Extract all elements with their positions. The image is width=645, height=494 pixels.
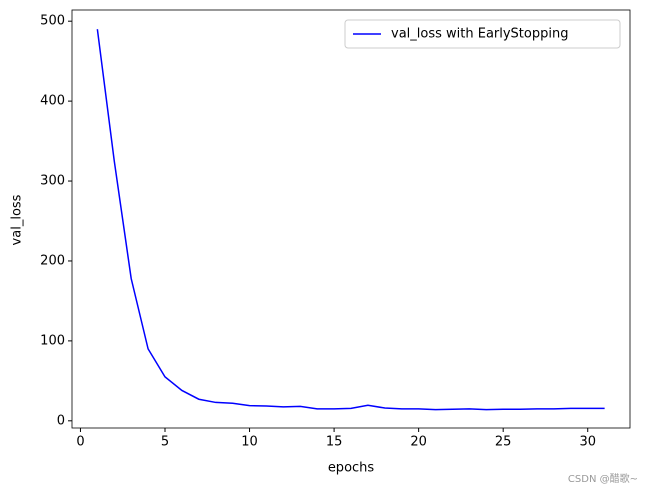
- x-tick-label: 5: [161, 435, 169, 450]
- y-tick-label: 200: [40, 253, 65, 268]
- x-tick-label: 0: [76, 435, 84, 450]
- watermark: CSDN @醋歌~: [568, 472, 638, 485]
- x-tick-label: 20: [410, 435, 427, 450]
- x-tick-label: 30: [579, 435, 596, 450]
- data-line: [96, 29, 605, 411]
- legend-box: [344, 19, 621, 49]
- y-tick-label: 500: [40, 14, 65, 29]
- y-tick-label: 300: [40, 174, 65, 189]
- y-tick-label: 0: [57, 413, 65, 428]
- x-tick-label: 10: [241, 435, 258, 450]
- legend-label: val_loss with EarlyStopping: [391, 27, 568, 42]
- x-axis-label: epochs: [328, 461, 375, 476]
- x-tick-label: 15: [326, 435, 343, 450]
- plot-frame: [71, 9, 631, 429]
- y-tick-label: 100: [40, 333, 65, 348]
- y-tick-label: 400: [40, 94, 65, 109]
- y-axis-label: val_loss: [10, 194, 25, 245]
- x-tick-label: 25: [495, 435, 512, 450]
